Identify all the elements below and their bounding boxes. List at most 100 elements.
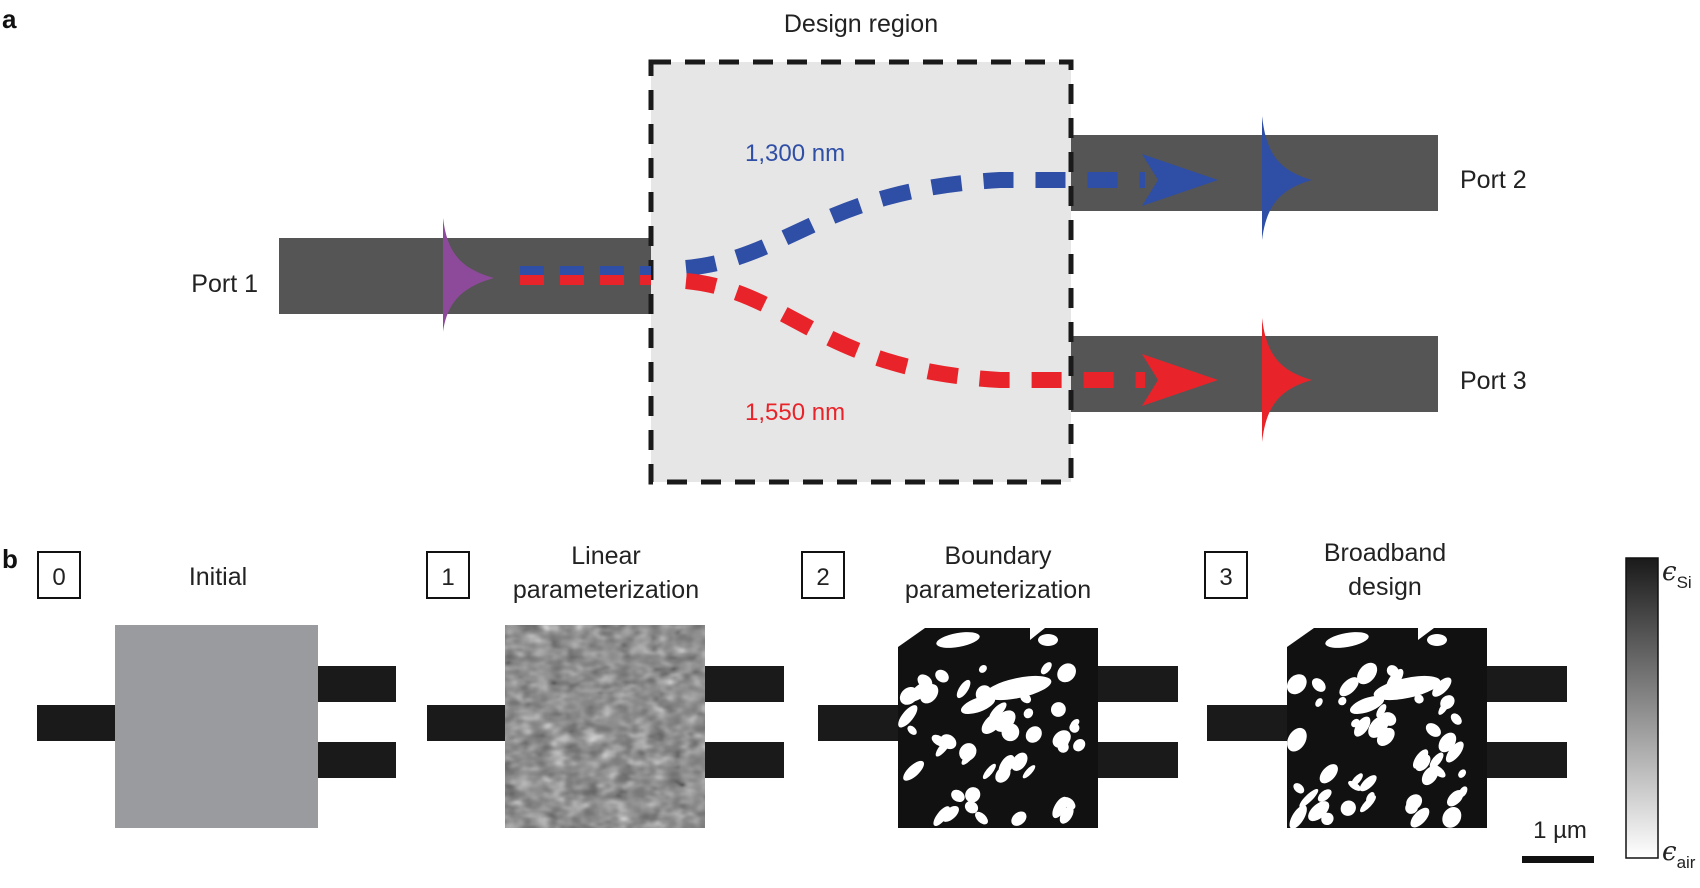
air-island [935, 669, 949, 683]
air-island [899, 686, 919, 705]
air-island [1360, 795, 1376, 813]
air-island [936, 632, 980, 648]
step0-upper-output-waveguide [316, 666, 396, 702]
air-island [935, 738, 951, 757]
air-island [1429, 752, 1444, 769]
port2-label: Port 2 [1460, 166, 1527, 194]
air-island [1350, 773, 1363, 787]
blue-path-curve [685, 172, 1145, 276]
panel-b-letter: b [2, 544, 18, 574]
air-island [1376, 727, 1395, 746]
step1-input-waveguide [427, 705, 507, 741]
step0-input-waveguide [37, 705, 117, 741]
air-island [1293, 783, 1305, 794]
air-island [903, 760, 925, 781]
scale-bar [1522, 856, 1594, 863]
step1-title-line2: parameterization [513, 576, 699, 604]
port1-label: Port 1 [191, 270, 258, 298]
air-island [1299, 789, 1319, 808]
air-island [1386, 668, 1404, 691]
design-region [648, 59, 1074, 485]
air-island [1311, 678, 1326, 692]
air-island [1354, 716, 1371, 737]
air-island [1025, 726, 1042, 743]
step2-number: 2 [816, 564, 829, 591]
air-island [1442, 807, 1462, 828]
air-island [978, 664, 987, 673]
air-island [1458, 769, 1467, 778]
step0-number: 0 [52, 564, 65, 591]
blue-output-pulse-icon [1262, 116, 1312, 240]
air-island [1359, 775, 1377, 792]
step0-design-block [115, 625, 318, 828]
air-island [1339, 677, 1359, 697]
air-island [984, 675, 1052, 701]
step3-number: 3 [1219, 564, 1232, 591]
step3-design-pattern [1286, 628, 1487, 829]
step2-number-box [801, 551, 845, 599]
air-island [1317, 789, 1332, 802]
step2-input-waveguide [818, 705, 900, 741]
step2-title-line2: parameterization [905, 576, 1091, 604]
air-island [1286, 674, 1307, 695]
air-island [1349, 695, 1385, 715]
air-island [1020, 692, 1032, 704]
wavelength-1300-label: 1,300 nm [745, 140, 845, 167]
port3-label: Port 3 [1460, 367, 1527, 395]
step3-title-line1: Broadband [1324, 539, 1446, 567]
air-island [965, 787, 981, 803]
air-island [961, 747, 977, 765]
step0-lower-output-waveguide [316, 742, 396, 778]
step3-input-waveguide [1207, 705, 1289, 741]
input-pulse-icon [443, 218, 494, 332]
red-arrowhead-icon [1142, 354, 1218, 406]
port2-waveguide [1070, 135, 1438, 211]
air-island [1445, 741, 1464, 763]
air-island [1357, 662, 1378, 685]
step0-number-box [37, 551, 81, 599]
red-output-pulse-icon [1262, 318, 1312, 442]
step3-number-box [1204, 551, 1248, 599]
step3-lower-output-waveguide [1487, 742, 1567, 778]
air-island [1050, 702, 1066, 717]
air-island [975, 685, 992, 702]
air-island [1450, 713, 1462, 725]
air-island [982, 763, 996, 780]
step1-number-box [426, 551, 470, 599]
step2-design-pattern [898, 628, 1098, 828]
air-island [1338, 696, 1347, 706]
air-island [1308, 801, 1330, 822]
port3-waveguide [1070, 336, 1438, 412]
wavelength-1550-label: 1,550 nm [745, 399, 845, 426]
air-island [1410, 807, 1430, 828]
step1-number: 1 [441, 564, 454, 591]
scale-bar-label: 1 µm [1533, 817, 1587, 844]
air-island [1287, 727, 1307, 752]
air-island [1432, 677, 1452, 697]
air-island [951, 789, 965, 803]
air-island [1062, 797, 1076, 810]
air-island [1406, 794, 1423, 811]
air-island [998, 754, 1015, 776]
air-island [964, 801, 979, 814]
air-island [1438, 700, 1450, 715]
air-island [1386, 665, 1399, 677]
air-island [933, 806, 950, 826]
air-island [1414, 694, 1424, 704]
air-island [1427, 634, 1447, 646]
air-island [907, 725, 917, 735]
air-island [1058, 738, 1069, 750]
air-island [1415, 754, 1431, 772]
air-island [1421, 765, 1439, 786]
air-island [1038, 634, 1058, 646]
air-island [1073, 739, 1086, 752]
air-island [994, 710, 1016, 732]
step2-upper-output-waveguide [1098, 666, 1178, 702]
colorbar-bottom-label: ϵair [1662, 837, 1696, 872]
air-island [1376, 704, 1387, 718]
step3-upper-output-waveguide [1487, 666, 1567, 702]
design-region-label: Design region [784, 10, 938, 38]
air-island [1425, 723, 1441, 737]
air-island [917, 674, 933, 689]
